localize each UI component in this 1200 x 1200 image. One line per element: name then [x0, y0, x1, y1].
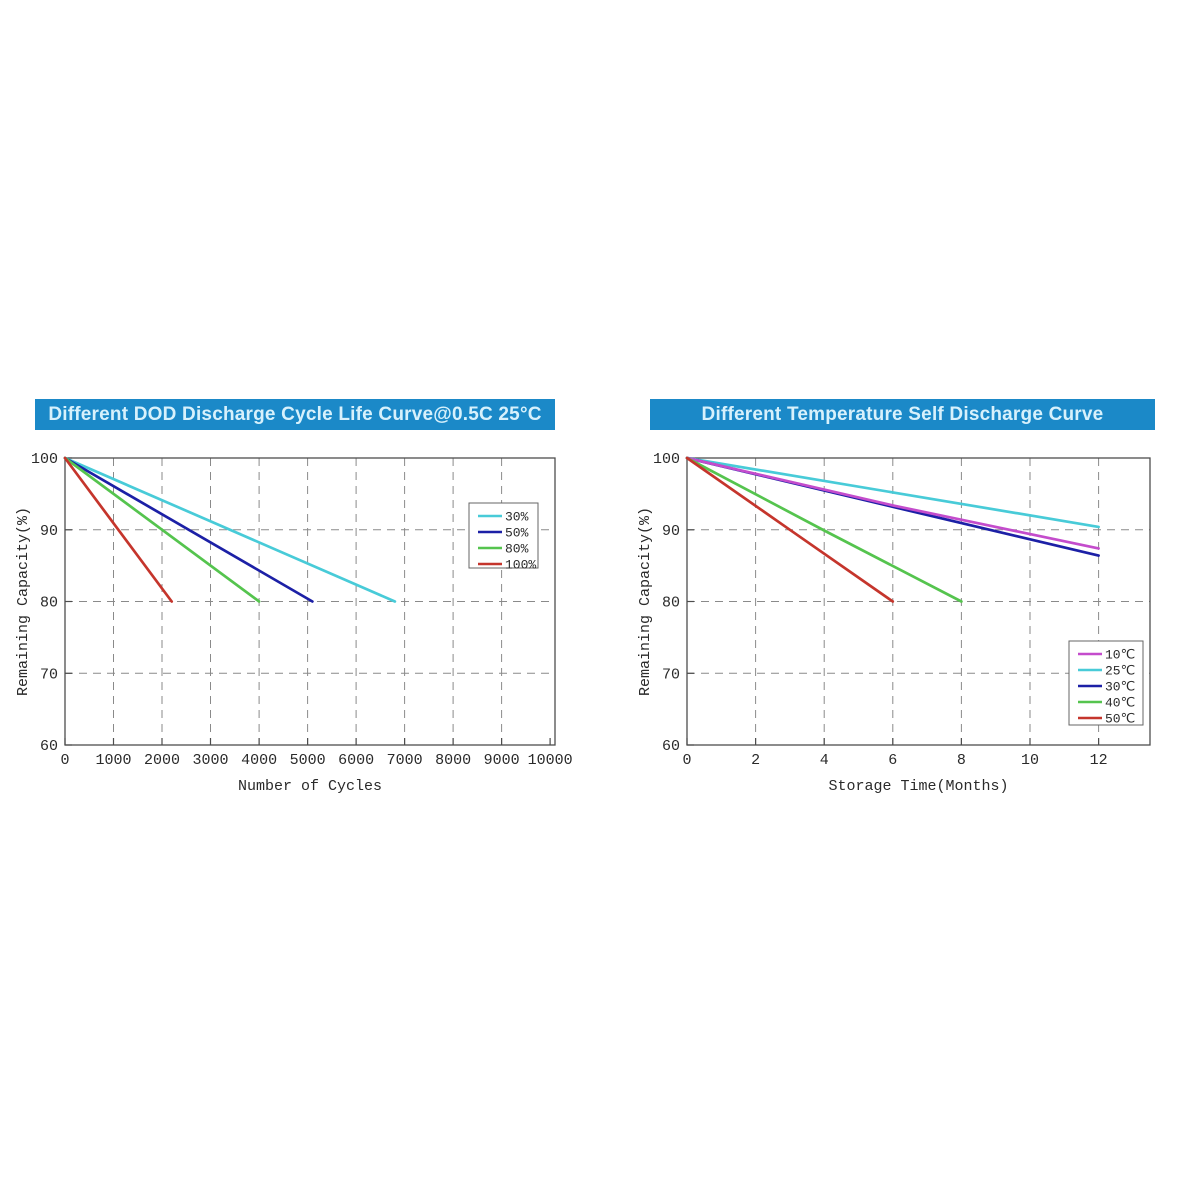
x-tick-label: 6 — [888, 752, 897, 769]
legend-label: 10℃ — [1105, 648, 1135, 663]
y-tick-label: 90 — [662, 523, 680, 540]
y-tick-label: 70 — [662, 666, 680, 683]
dod-cycle-life-plot: 0 1000 2000 3000 4000 5000 6000 7000 8000 9000 100… — [15, 451, 573, 795]
x-tick-label: 8 — [957, 752, 966, 769]
x-tick-label: 8000 — [435, 752, 471, 769]
x-tick-label: 1000 — [95, 752, 131, 769]
x-tick-label: 5000 — [290, 752, 326, 769]
legend-box — [468, 502, 539, 569]
x-tick-label: 6000 — [338, 752, 374, 769]
y-tick-label: 80 — [40, 595, 58, 612]
x-axis-label: Storage Time(Months) — [828, 778, 1008, 795]
y-tick-label: 60 — [662, 738, 680, 755]
legend-label: 25℃ — [1105, 664, 1135, 679]
series-line-100% — [63, 456, 174, 603]
x-tick-label: 12 — [1090, 752, 1108, 769]
x-tick-label: 2000 — [144, 752, 180, 769]
legend-label: 30℃ — [1105, 680, 1135, 695]
series-line-10℃ — [685, 456, 1100, 550]
legend-label: 30% — [505, 510, 529, 525]
y-tick-label: 80 — [662, 595, 680, 612]
y-tick-label: 60 — [40, 738, 58, 755]
y-axis-label: Remaining Capacity(%) — [15, 507, 32, 696]
y-tick-label: 100 — [653, 451, 680, 468]
legend-label: 50% — [505, 526, 529, 541]
series-line-50℃ — [685, 456, 895, 603]
x-tick-label: 2 — [751, 752, 760, 769]
legend-label: 80% — [505, 542, 529, 557]
y-tick-label: 100 — [31, 451, 58, 468]
series-line-40℃ — [685, 456, 963, 603]
x-tick-label: 0 — [682, 752, 691, 769]
y-tick-label: 90 — [40, 523, 58, 540]
x-tick-label: 10000 — [528, 752, 573, 769]
series-line-80% — [63, 456, 261, 603]
series-line-30% — [63, 456, 397, 603]
series-line-50% — [63, 456, 314, 603]
y-axis-label: Remaining Capacity(%) — [637, 507, 654, 696]
temperature-self-discharge-chart-panel: Different Temperature Self Discharge Cur… — [620, 398, 1200, 813]
x-tick-label: 3000 — [192, 752, 228, 769]
x-tick-label: 0 — [60, 752, 69, 769]
temperature-self-discharge-plot: 0 2 4 6 8 10 12 60 70 80 90 100 Storage Time(Months)… — [637, 451, 1151, 795]
x-tick-label: 7000 — [387, 752, 423, 769]
x-tick-label: 9000 — [484, 752, 520, 769]
series-line-25℃ — [685, 456, 1100, 529]
x-axis-label: Number of Cycles — [238, 778, 382, 795]
y-tick-label: 70 — [40, 666, 58, 683]
legend-label: 40℃ — [1105, 696, 1135, 711]
x-tick-label: 4000 — [241, 752, 277, 769]
temperature-chart-title-banner: Different Temperature Self Discharge Cur… — [650, 399, 1155, 430]
dod-cycle-life-chart-panel: Different DOD Discharge Cycle Life Curve… — [10, 398, 590, 813]
dod-chart-title-banner: Different DOD Discharge Cycle Life Curve… — [35, 399, 555, 430]
x-tick-label: 4 — [820, 752, 829, 769]
legend-label: 50℃ — [1105, 712, 1135, 727]
legend-label: 100% — [505, 558, 536, 573]
x-tick-label: 10 — [1021, 752, 1039, 769]
